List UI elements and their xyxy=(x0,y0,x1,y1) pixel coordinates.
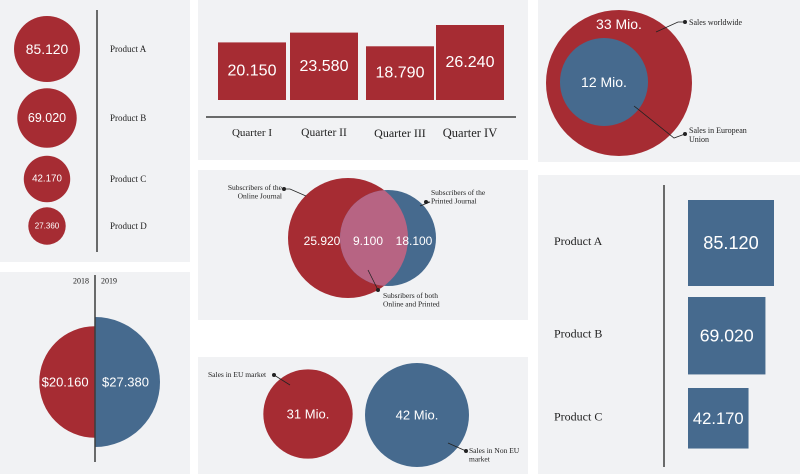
quarter-label: Quarter II xyxy=(301,127,347,139)
quarter-bar-value: 26.240 xyxy=(446,54,495,71)
subscribers-venn-chart: 25.920 9.100 18.100 Subscribers of the Onlin… xyxy=(228,178,486,309)
venn-printed-label: Subscribers of the Printed Journal xyxy=(431,188,486,206)
product-square-value: 42.170 xyxy=(693,409,744,428)
product-square-value: 85.120 xyxy=(703,233,759,253)
inner-sales-label: Sales in European Union xyxy=(689,126,747,144)
product-circle xyxy=(23,155,71,203)
leader-dot xyxy=(683,132,687,136)
product-label: Product C xyxy=(110,174,146,184)
quarter-bar xyxy=(436,25,504,100)
product-square-value: 69.020 xyxy=(700,326,754,346)
product-circle xyxy=(28,207,66,245)
quarter-bar xyxy=(218,42,286,100)
product-circles-chart: 85.120 Product A 69.020 Product B 42.170 Prod… xyxy=(14,10,147,252)
market-circle xyxy=(263,369,353,459)
venn-overlap-value: 9.100 xyxy=(353,234,383,248)
year-label: 2019 xyxy=(101,277,117,286)
venn-online-value: 25.920 xyxy=(304,234,341,248)
product-circle xyxy=(14,16,80,82)
panel-year-halves: 2018 2019 $20.160 $27.380 xyxy=(0,272,190,474)
leader-inner xyxy=(633,105,686,139)
market-value: 42 Mio. xyxy=(396,408,439,423)
quarters-chart: 20.150 Quarter I 23.580 Quarter II 18.790 Qua… xyxy=(206,25,516,140)
half-circle-2018 xyxy=(39,326,95,438)
quarter-bar xyxy=(366,46,434,100)
outer-sales-value: 33 Mio. xyxy=(596,16,642,32)
product-label: Product D xyxy=(110,221,147,231)
leader-dot xyxy=(376,288,380,292)
quarter-label: Quarter III xyxy=(374,126,426,140)
product-label: Product A xyxy=(110,44,147,54)
half-value: $27.380 xyxy=(102,375,149,390)
panel-sales-nested: 33 Mio. 12 Mio. Sales worldwide Sales in Eu… xyxy=(538,0,800,162)
venn-overlap xyxy=(340,190,408,286)
venn-printed-value: 18.100 xyxy=(396,234,433,248)
quarter-label: Quarter IV xyxy=(443,126,498,140)
leader-dot xyxy=(272,373,276,377)
leader-overlap xyxy=(367,269,379,291)
panel-product-squares: 85.120 Product A 69.020 Product B 42.170 Prod… xyxy=(538,175,800,474)
markets-chart: 31 Mio. 42 Mio. Sales in EU market Sales in… xyxy=(208,363,520,467)
market-circle xyxy=(365,363,469,467)
product-circle-value: 27.360 xyxy=(35,222,60,231)
panel-subscribers: 25.920 9.100 18.100 Subscribers of the Onlin… xyxy=(198,170,528,320)
leader-dot xyxy=(282,187,286,191)
sales-nested-chart: 33 Mio. 12 Mio. Sales worldwide Sales in Eu… xyxy=(546,10,747,156)
year-label: 2018 xyxy=(73,277,89,286)
product-square-label: Product A xyxy=(554,234,603,248)
quarter-bar xyxy=(290,32,358,100)
half-value: $20.160 xyxy=(42,375,89,390)
product-square xyxy=(688,388,749,449)
product-circle-value: 85.120 xyxy=(26,41,69,57)
product-circle xyxy=(17,88,77,148)
quarter-bar-value: 23.580 xyxy=(300,58,349,75)
venn-online-label: Subscribers of the Online Journal xyxy=(228,183,283,201)
product-square xyxy=(688,200,774,286)
panel-product-circles: 85.120 Product A 69.020 Product B 42.170 Prod… xyxy=(0,0,190,262)
quarter-bar-value: 20.150 xyxy=(228,63,277,80)
product-circle-value: 69.020 xyxy=(28,111,66,125)
panel-quarters: 20.150 Quarter I 23.580 Quarter II 18.790 Qua… xyxy=(198,0,528,160)
product-square-label: Product C xyxy=(554,409,602,423)
leader-outer xyxy=(655,21,685,33)
inner-sales-circle xyxy=(559,37,649,127)
half-circle-2019 xyxy=(95,317,160,447)
leader-eu xyxy=(273,374,291,386)
panel-markets: 31 Mio. 42 Mio. Sales in EU market Sales in… xyxy=(198,357,528,474)
leader-noneu xyxy=(447,442,467,452)
quarter-label: Quarter I xyxy=(232,127,272,139)
product-square xyxy=(688,297,766,375)
leader-dot xyxy=(683,20,687,24)
year-halves-chart: 2018 2019 $20.160 $27.380 xyxy=(39,275,160,462)
quarter-bar-value: 18.790 xyxy=(376,65,425,82)
product-square-label: Product B xyxy=(554,327,602,341)
market-label-eu: Sales in EU market xyxy=(208,370,267,379)
inner-sales-value: 12 Mio. xyxy=(581,74,627,90)
product-label: Product B xyxy=(110,113,146,123)
market-value: 31 Mio. xyxy=(287,407,330,422)
venn-overlap-label: Subsribers of both Online and Printed xyxy=(383,291,440,309)
leader-dot xyxy=(424,200,428,204)
outer-sales-label: Sales worldwide xyxy=(689,18,743,27)
product-circle-value: 42.170 xyxy=(32,174,62,185)
market-label-noneu: Sales in Non EU market xyxy=(469,446,520,464)
leader-online xyxy=(284,188,307,197)
leader-dot xyxy=(464,449,468,453)
product-squares-chart: 85.120 Product A 69.020 Product B 42.170 Prod… xyxy=(554,185,774,467)
